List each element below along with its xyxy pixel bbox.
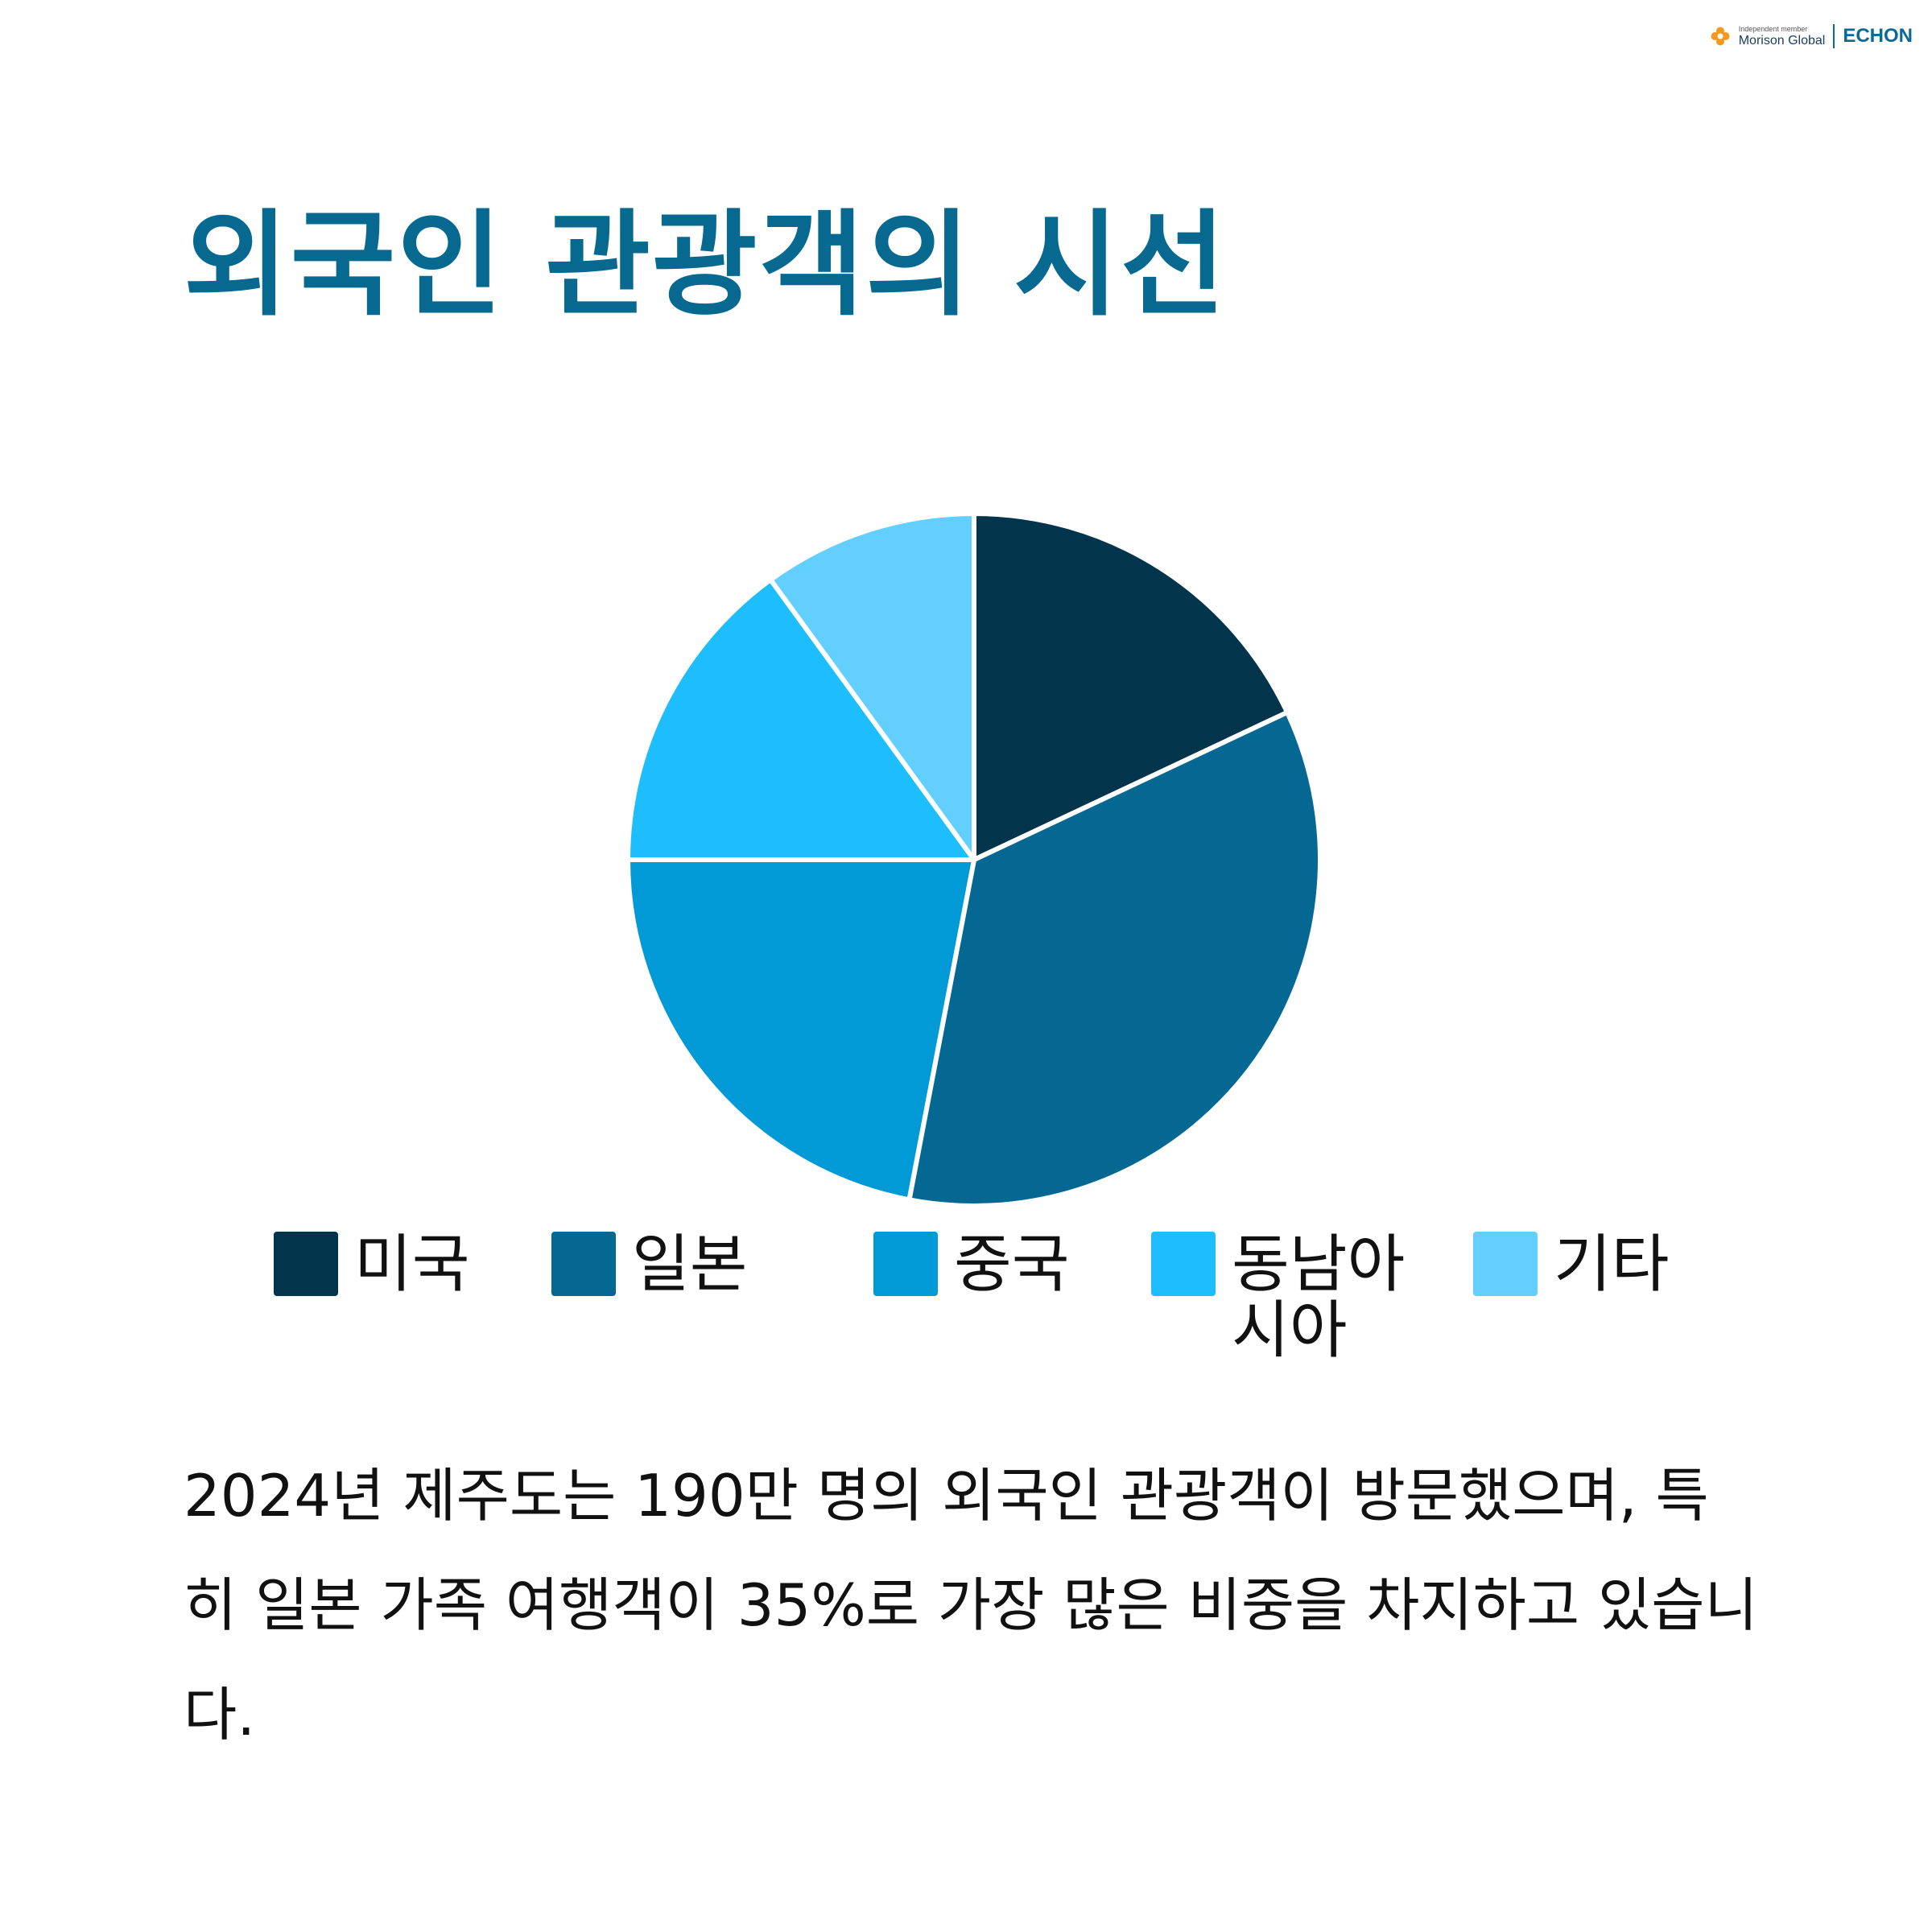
legend-swatch: [1473, 1232, 1538, 1296]
brand-header: Independent member Morison Global ECHON: [1710, 24, 1913, 48]
legend-swatch: [1151, 1232, 1216, 1296]
legend-item-4: 기타: [1473, 1232, 1739, 1298]
brand-firm: ECHON: [1843, 25, 1913, 47]
legend-label: 동남아 시아: [1232, 1228, 1406, 1367]
brand-name: Morison Global: [1738, 33, 1826, 47]
page-title: 외국인 관광객의 시선: [184, 199, 1228, 332]
morison-flower-icon: [1711, 27, 1730, 46]
legend-item-1: 일본: [551, 1232, 817, 1298]
pie-slice-2: [625, 857, 976, 1203]
legend-label: 미국: [354, 1228, 470, 1301]
chart-legend: 미국 일본 중국 동남아 시아 기타: [274, 1232, 1723, 1377]
brand-text: Independent member Morison Global: [1738, 24, 1826, 47]
legend-swatch: [274, 1232, 338, 1296]
legend-swatch: [551, 1232, 616, 1296]
legend-item-2: 중국: [873, 1232, 1139, 1298]
pie-chart: [625, 511, 1323, 1208]
legend-item-0: 미국: [274, 1232, 539, 1298]
pie-slice-1: [906, 709, 1323, 1208]
legend-swatch: [873, 1232, 938, 1296]
brand-small-text: Independent member: [1738, 24, 1808, 33]
brand-divider: [1833, 24, 1835, 48]
legend-label: 중국: [954, 1228, 1070, 1301]
legend-item-3: 동남아 시아: [1151, 1232, 1417, 1364]
pie-slice-3: [625, 577, 976, 862]
legend-label: 일본: [632, 1228, 748, 1301]
legend-label: 기타: [1554, 1228, 1670, 1301]
body-text: 2024년 제주도는 190만 명의 외국인 관광객이 방문했으며, 특히 일본…: [184, 1462, 1758, 1748]
pie-slice-4: [768, 511, 976, 862]
pie-slice-0: [972, 511, 1290, 862]
